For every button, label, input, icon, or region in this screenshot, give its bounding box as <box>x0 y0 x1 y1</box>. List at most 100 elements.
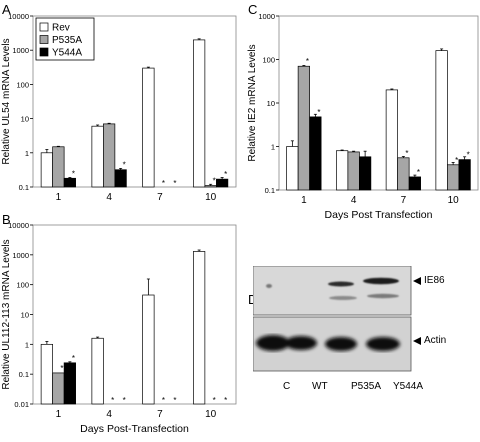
chart-b-ytick-label: 10 <box>21 311 29 320</box>
chart-b-significance-star: * <box>111 396 114 405</box>
chart-a-xtick-label: 1 <box>56 192 62 203</box>
chart-b-ytick-label: 1 <box>25 340 29 349</box>
chart-b-ytick-label: 0.1 <box>19 370 29 379</box>
actin-band-p535a <box>325 337 357 351</box>
chart-b-bar <box>52 372 65 405</box>
chart-c-ytick-label: 1 <box>271 143 275 152</box>
chart-a-plot-frame <box>32 15 237 188</box>
chart-a-legend-label: Y544A <box>52 48 82 59</box>
chart-c-xtick-label: 4 <box>351 195 357 206</box>
chart-c-bar <box>297 65 310 191</box>
chart-a-legend-swatch <box>39 35 49 44</box>
blot-images <box>252 265 480 412</box>
chart-a-bar <box>63 177 76 188</box>
actin-arrow-icon <box>413 337 421 345</box>
chart-a-xtick-label: 10 <box>205 192 217 203</box>
chart-a-bar <box>216 178 229 188</box>
chart-b-ytick-label: 10000 <box>8 221 29 230</box>
chart-a-significance-star: * <box>224 170 227 179</box>
chart-a-legend-label: P535A <box>52 35 82 46</box>
actin-bands <box>256 335 400 351</box>
chart-b-significance-star: * <box>123 396 126 405</box>
chart-a-ytick-label: 1000 <box>12 46 29 55</box>
ie86-band-y544a-lower <box>367 293 399 299</box>
chart-c-significance-star: * <box>405 149 408 158</box>
ie86-band-c <box>266 284 272 288</box>
chart-a-bar <box>103 123 116 188</box>
chart-c-significance-star: * <box>317 108 320 117</box>
chart-c-xtick-label: 7 <box>401 195 407 206</box>
chart-c-bar <box>458 159 471 191</box>
chart-b-bar <box>193 251 206 405</box>
chart-c-ytick-label: 1000 <box>258 12 275 21</box>
lane-label-wt: WT <box>312 381 328 392</box>
chart-b-significance-star: * <box>60 364 63 373</box>
chart-a-bar <box>91 125 104 188</box>
chart-b-xtick-label: 4 <box>106 409 112 420</box>
chart-c-bar <box>397 157 410 191</box>
panel-letter-c: C <box>248 2 258 17</box>
chart-c-ytick-label: 0.1 <box>265 186 275 195</box>
chart-c-ylabel: Relative IE2 mRNA Levels <box>247 44 258 161</box>
lane-label-p535a: P535A <box>351 381 382 392</box>
chart-panel-a: 0.1 1 10 100 1000 10000 Relative UL54 mRNA Lev… <box>1 12 237 203</box>
chart-b-xtick-label: 10 <box>205 409 217 420</box>
chart-a-bar <box>142 67 155 188</box>
panel-letter-b: B <box>2 212 11 227</box>
chart-a-significance-star: * <box>162 179 165 188</box>
chart-a-bar <box>114 169 127 188</box>
chart-c-bar <box>286 146 299 191</box>
chart-panel-c: 0.1 1 10 100 1000 Relative IE2 mRNA Levels Day… <box>247 12 479 221</box>
chart-b-xtick-label: 1 <box>56 409 62 420</box>
chart-a-significance-star: * <box>72 169 75 178</box>
chart-a-significance-star: * <box>213 177 216 186</box>
panel-letter-a: A <box>2 2 11 17</box>
chart-a-ytick-label: 10 <box>21 115 29 124</box>
chart-panel-b: 0.01 0.1 1 10 100 1000 10000 Relative UL112-113… <box>1 221 237 435</box>
chart-b-significance-star: * <box>224 396 227 405</box>
ie86-blot-strip <box>252 265 412 316</box>
chart-c-bar <box>435 50 448 191</box>
chart-a-significance-star: * <box>173 179 176 188</box>
chart-b-bar <box>142 294 155 405</box>
chart-b-significance-star: * <box>162 396 165 405</box>
lane-label-y544a: Y544A <box>393 381 424 392</box>
ie86-band-p535a-lower <box>329 296 357 300</box>
chart-c-significance-star: * <box>467 151 470 160</box>
lane-label-c: C <box>283 381 291 392</box>
chart-c-xtick-label: 10 <box>448 195 460 206</box>
band-label-actin: Actin <box>424 335 447 346</box>
chart-a-bar <box>40 152 53 188</box>
chart-b-bar <box>91 337 104 405</box>
chart-c-xlabel: Days Post Transfection <box>325 209 433 221</box>
band-label-ie86: IE86 <box>424 275 445 286</box>
chart-a-ytick-label: 1 <box>25 149 29 158</box>
chart-b-ytick-label: 0.01 <box>14 400 29 409</box>
chart-b-ylabel: Relative UL112-113 mRNA Levels <box>1 239 12 389</box>
chart-c-significance-star: * <box>306 57 309 66</box>
chart-a-bar <box>204 185 217 188</box>
chart-c-significance-star: * <box>455 156 458 165</box>
chart-a-bar <box>193 39 206 188</box>
chart-c-significance-star: * <box>417 168 420 177</box>
actin-band-y544a <box>366 337 400 351</box>
chart-a-xtick-label: 4 <box>106 192 112 203</box>
chart-a-ytick-label: 100 <box>16 80 29 89</box>
chart-b-significance-star: * <box>173 396 176 405</box>
chart-a-legend-label: Rev <box>52 23 70 34</box>
ie86-arrow-icon <box>413 277 421 285</box>
chart-a-ylabel: Relative UL54 mRNA Levels <box>1 38 12 164</box>
ie86-band-p535a-upper <box>328 281 354 287</box>
chart-a-bar <box>52 146 65 188</box>
chart-c-bar <box>336 150 349 191</box>
ie86-bands <box>266 277 399 300</box>
actin-band-c <box>256 335 290 351</box>
chart-b-ytick-label: 100 <box>16 281 29 290</box>
chart-a-xtick-label: 7 <box>157 192 163 203</box>
chart-c-xtick-label: 1 <box>301 195 307 206</box>
chart-c-bar <box>447 164 460 191</box>
chart-b-significance-star: * <box>213 396 216 405</box>
chart-a-legend-swatch <box>39 22 49 32</box>
chart-b-xtick-label: 7 <box>157 409 163 420</box>
chart-b-significance-star: * <box>72 354 75 363</box>
